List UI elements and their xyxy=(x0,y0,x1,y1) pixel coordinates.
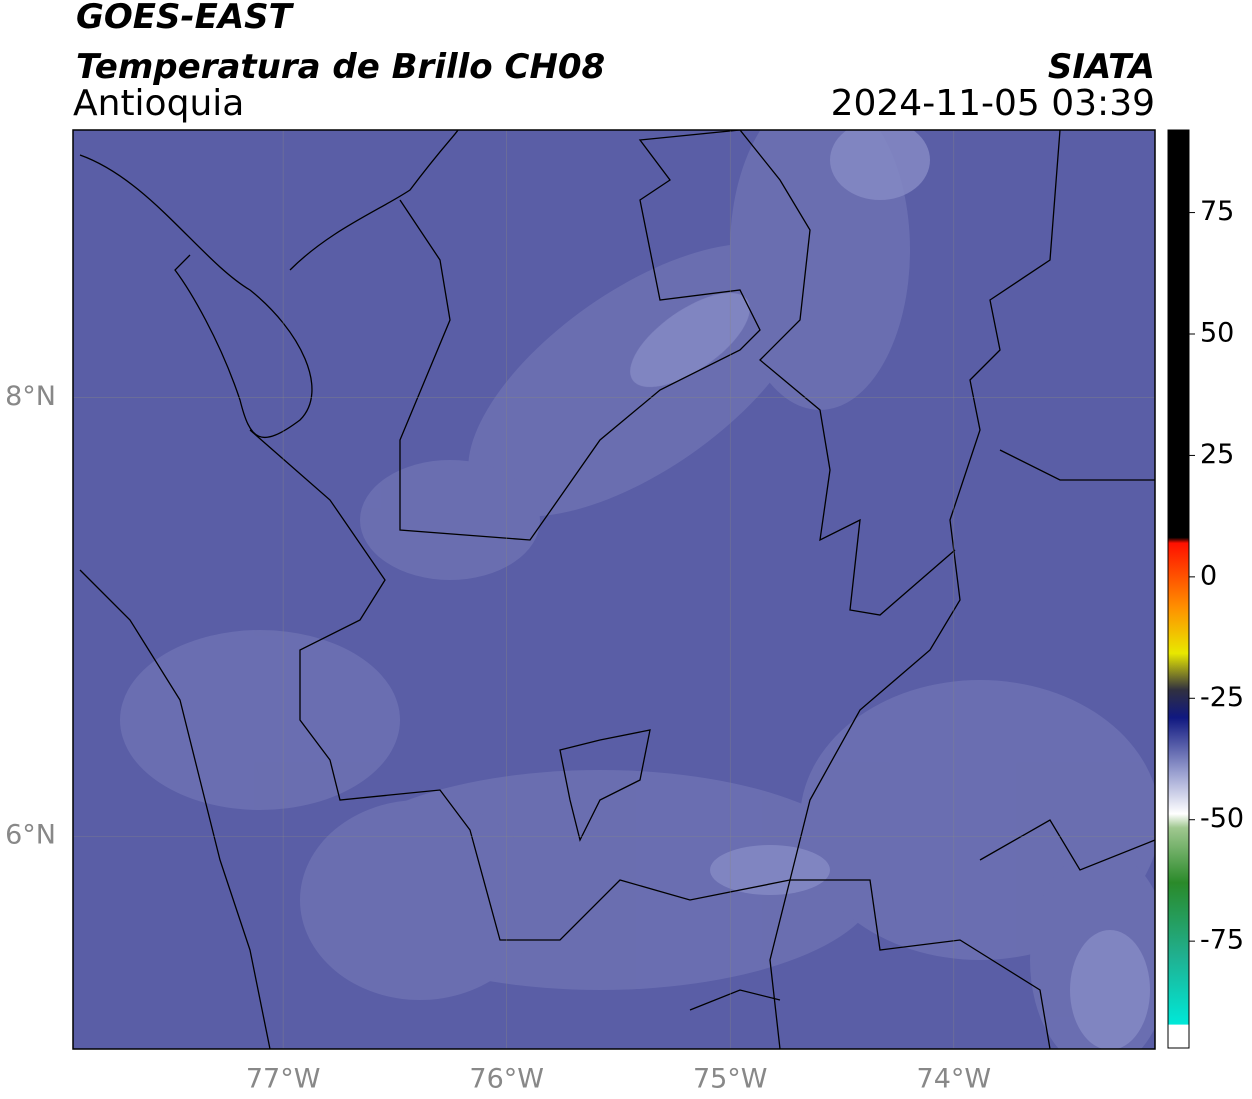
map-frame xyxy=(72,129,1156,1050)
datetime: 2024-11-05 03:39 xyxy=(831,83,1155,124)
colorbar-tick-label: 50 xyxy=(1200,318,1234,349)
lon-tick-label: 76°W xyxy=(469,1064,544,1095)
colorbar-tick-label: -75 xyxy=(1200,925,1244,956)
imagery xyxy=(73,130,1155,1049)
lon-tick-label: 74°W xyxy=(917,1064,992,1095)
colorbar-tick-label: 25 xyxy=(1200,439,1234,470)
lat-tick-label: 8°N xyxy=(5,381,56,412)
subtitle: Temperatura de Brillo CH08 xyxy=(76,47,605,87)
lon-tick-label: 75°W xyxy=(693,1064,768,1095)
colorbar-tick-label: 75 xyxy=(1200,196,1234,227)
graticule xyxy=(73,130,1155,1049)
source: SIATA xyxy=(1048,47,1155,87)
lat-tick-label: 6°N xyxy=(5,820,56,851)
colorbar-tick-label: -25 xyxy=(1200,682,1244,713)
title: GOES-EAST xyxy=(76,0,295,37)
colorbar xyxy=(1167,129,1190,1049)
colorbar-tick-label: 0 xyxy=(1200,560,1217,591)
lon-tick-label: 77°W xyxy=(246,1064,321,1095)
region: Antioquia xyxy=(73,83,244,124)
colorbar-tick-label: -50 xyxy=(1200,803,1244,834)
